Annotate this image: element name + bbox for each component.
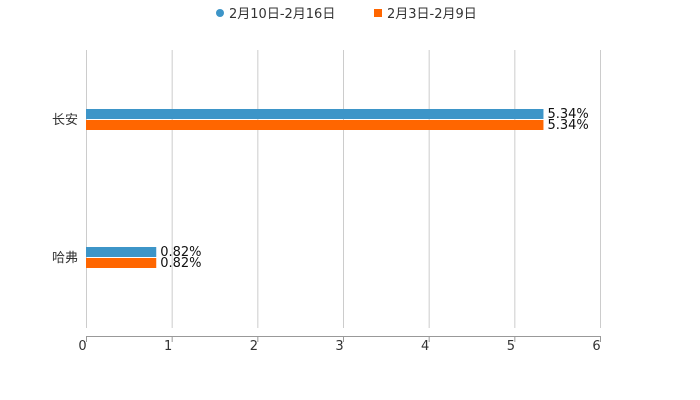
x-tick-label: 0 [78, 339, 86, 354]
legend-label-series-2[interactable]: 2月3日-2月9日 [387, 7, 477, 22]
data-label: 0.82% [160, 256, 201, 271]
x-tick-label: 6 [592, 339, 600, 354]
x-tick-label: 4 [421, 339, 429, 354]
bars: 长安 5.34%5.34% 哈弗 0.82%0.82% [52, 107, 589, 271]
gridlines [86, 50, 601, 328]
category-label: 长安 [52, 113, 78, 128]
legend: 2月10日-2月16日 2月3日-2月9日 [216, 7, 477, 22]
x-tick-label: 3 [335, 339, 343, 354]
x-tick-label: 1 [164, 339, 172, 354]
bar-series-1-0[interactable] [86, 109, 544, 119]
bar-series-1-1[interactable] [86, 247, 157, 257]
legend-marker-series-2 [374, 9, 382, 17]
x-tick-label: 5 [507, 339, 515, 354]
legend-marker-series-1 [216, 9, 224, 17]
data-label: 5.34% [547, 107, 588, 122]
bar-series-2-1[interactable] [86, 258, 157, 268]
data-label: 0.82% [160, 245, 201, 260]
data-label: 5.34% [547, 118, 588, 133]
category-label: 哈弗 [52, 251, 78, 266]
x-axis: 0 1 2 3 4 5 6 [78, 336, 601, 354]
x-tick-label: 2 [250, 339, 258, 354]
legend-label-series-1[interactable]: 2月10日-2月16日 [229, 7, 335, 22]
bar-series-2-0[interactable] [86, 120, 544, 130]
